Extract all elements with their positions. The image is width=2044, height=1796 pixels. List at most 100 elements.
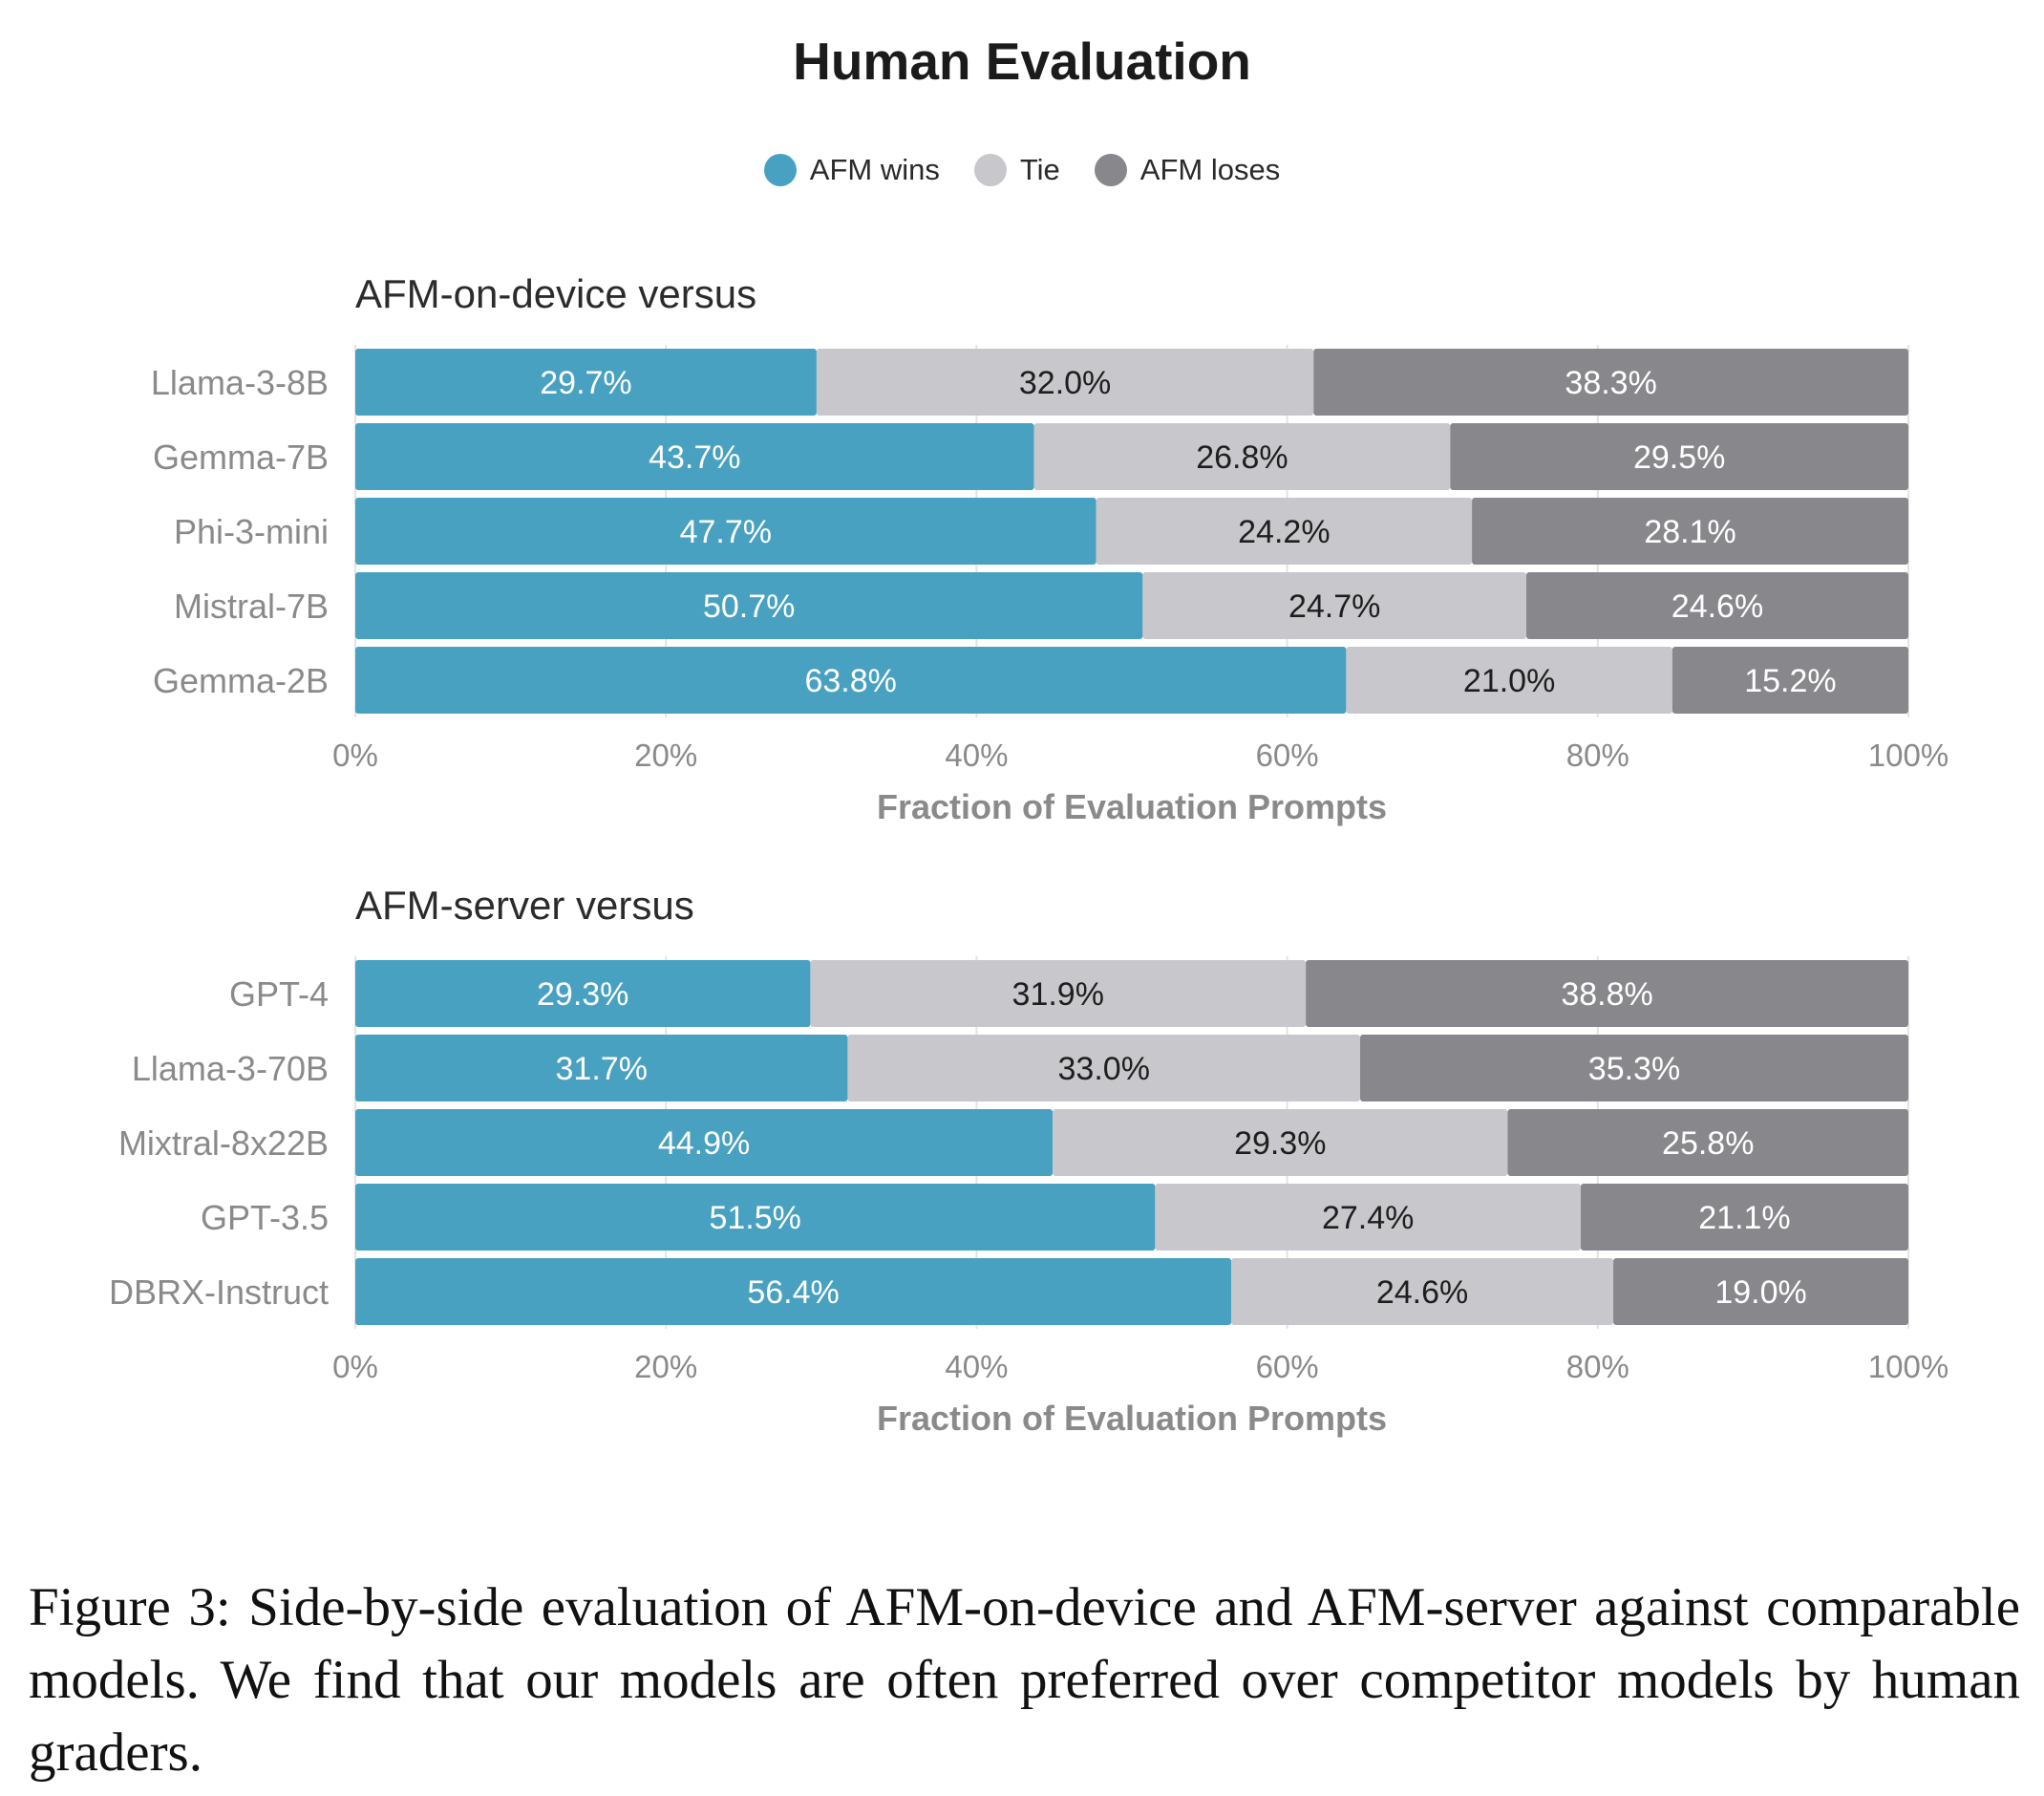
- legend-item-loses: AFM loses: [1094, 153, 1281, 187]
- bar-wins: [355, 498, 1097, 565]
- x-tick-label: 0%: [332, 1349, 378, 1384]
- bar-loses: [1313, 349, 1908, 416]
- category-label: Gemma-2B: [153, 661, 329, 700]
- bar-loses: [1580, 1184, 1908, 1251]
- data-label-wins: 63.8%: [804, 663, 896, 699]
- data-label-loses: 35.3%: [1588, 1051, 1680, 1087]
- data-label-loses: 15.2%: [1744, 663, 1836, 699]
- chart-on-device: AFM-on-device versus Llama-3-8B 29.7% 32.0%…: [151, 271, 1948, 826]
- bar-tie: [847, 1035, 1361, 1101]
- bar-wins: [355, 349, 817, 416]
- bar-tie: [1096, 498, 1473, 565]
- data-label-tie: 24.2%: [1238, 514, 1330, 550]
- bar-tie: [1053, 1109, 1508, 1176]
- category-label: Llama-3-8B: [151, 363, 329, 402]
- data-label-tie: 21.0%: [1463, 663, 1555, 699]
- legend-label-wins: AFM wins: [809, 153, 940, 186]
- bar-tie: [1155, 1184, 1581, 1251]
- x-tick-label: 20%: [634, 738, 697, 773]
- legend-label-tie: Tie: [1019, 153, 1060, 186]
- legend-item-tie: Tie: [973, 153, 1060, 187]
- x-tick-label: 80%: [1566, 1349, 1629, 1384]
- x-tick-label: 60%: [1256, 738, 1319, 773]
- category-label: GPT-4: [229, 974, 329, 1014]
- figure-title: Human Evaluation: [793, 32, 1251, 91]
- x-tick-label: 20%: [634, 1349, 697, 1384]
- data-label-loses: 29.5%: [1633, 439, 1725, 476]
- data-label-wins: 31.7%: [556, 1051, 648, 1087]
- panel-title: AFM-on-device versus: [355, 271, 756, 316]
- x-tick-label: 80%: [1566, 738, 1629, 773]
- data-label-wins: 51.5%: [709, 1200, 800, 1236]
- category-label: DBRX-Instruct: [109, 1272, 329, 1312]
- panel-title: AFM-server versus: [355, 883, 694, 928]
- chart-server: AFM-server versus GPT-4 29.3% 31.9% 38.8% Lla…: [109, 883, 1948, 1438]
- bar-loses: [1472, 498, 1908, 565]
- x-tick-label: 100%: [1868, 1349, 1948, 1384]
- data-label-tie: 24.7%: [1288, 588, 1380, 625]
- x-tick-label: 100%: [1868, 738, 1948, 773]
- legend: AFM wins Tie AFM loses: [0, 153, 2044, 187]
- bar-wins: [355, 572, 1143, 639]
- bar-tie: [816, 349, 1314, 416]
- data-label-wins: 47.7%: [680, 514, 772, 550]
- bar-wins: [355, 647, 1347, 714]
- bar-loses: [1360, 1035, 1908, 1101]
- bar-loses: [1613, 1258, 1908, 1325]
- data-label-loses: 38.8%: [1561, 976, 1652, 1013]
- bar-wins: [355, 423, 1034, 490]
- bar-tie: [1231, 1258, 1614, 1325]
- category-label: Phi-3-mini: [174, 512, 329, 551]
- data-label-loses: 24.6%: [1671, 588, 1763, 625]
- x-tick-label: 60%: [1256, 1349, 1319, 1384]
- data-label-tie: 33.0%: [1058, 1051, 1150, 1087]
- x-tick-label: 0%: [332, 738, 378, 773]
- legend-swatch-wins: [763, 154, 797, 186]
- bar-loses: [1306, 960, 1908, 1027]
- data-label-loses: 21.1%: [1698, 1200, 1790, 1236]
- data-label-wins: 50.7%: [703, 588, 795, 625]
- bar-wins: [355, 1184, 1156, 1251]
- bar-wins: [355, 1035, 848, 1101]
- data-label-wins: 29.7%: [540, 365, 631, 401]
- x-tick-label: 40%: [945, 738, 1008, 773]
- data-label-loses: 19.0%: [1714, 1274, 1806, 1311]
- bar-wins: [355, 960, 811, 1027]
- bar-tie: [1346, 647, 1672, 714]
- x-axis-label: Fraction of Evaluation Prompts: [877, 1399, 1387, 1438]
- bar-tie: [1142, 572, 1527, 639]
- legend-label-loses: AFM loses: [1139, 153, 1281, 186]
- data-label-wins: 43.7%: [649, 439, 740, 476]
- bar-tie: [1033, 423, 1451, 490]
- data-label-tie: 29.3%: [1234, 1125, 1326, 1162]
- category-label: Mistral-7B: [174, 587, 329, 626]
- data-label-loses: 38.3%: [1565, 365, 1656, 401]
- bar-loses: [1671, 647, 1908, 714]
- data-label-tie: 32.0%: [1019, 365, 1111, 401]
- figure-caption: Figure 3: Side-by-side evaluation of AFM…: [29, 1577, 2020, 1783]
- data-label-tie: 27.4%: [1322, 1200, 1414, 1236]
- data-label-tie: 31.9%: [1012, 976, 1104, 1013]
- data-label-loses: 25.8%: [1662, 1125, 1754, 1162]
- data-label-loses: 28.1%: [1644, 514, 1735, 550]
- category-label: Mixtral-8x22B: [118, 1123, 329, 1163]
- legend-swatch-loses: [1094, 154, 1127, 186]
- bar-loses: [1450, 423, 1908, 490]
- x-tick-label: 40%: [945, 1349, 1008, 1384]
- data-label-tie: 26.8%: [1196, 439, 1288, 476]
- bar-tie: [810, 960, 1307, 1027]
- data-label-wins: 29.3%: [537, 976, 628, 1013]
- bar-wins: [355, 1258, 1232, 1325]
- data-label-tie: 24.6%: [1376, 1274, 1468, 1311]
- x-axis-label: Fraction of Evaluation Prompts: [877, 787, 1387, 826]
- data-label-wins: 56.4%: [747, 1274, 839, 1311]
- category-label: Gemma-7B: [153, 438, 329, 477]
- bar-loses: [1507, 1109, 1908, 1176]
- category-label: Llama-3-70B: [132, 1049, 329, 1088]
- legend-item-wins: AFM wins: [763, 153, 940, 187]
- bar-loses: [1526, 572, 1908, 639]
- bar-wins: [355, 1109, 1054, 1176]
- category-label: GPT-3.5: [201, 1198, 329, 1237]
- data-label-wins: 44.9%: [658, 1125, 750, 1162]
